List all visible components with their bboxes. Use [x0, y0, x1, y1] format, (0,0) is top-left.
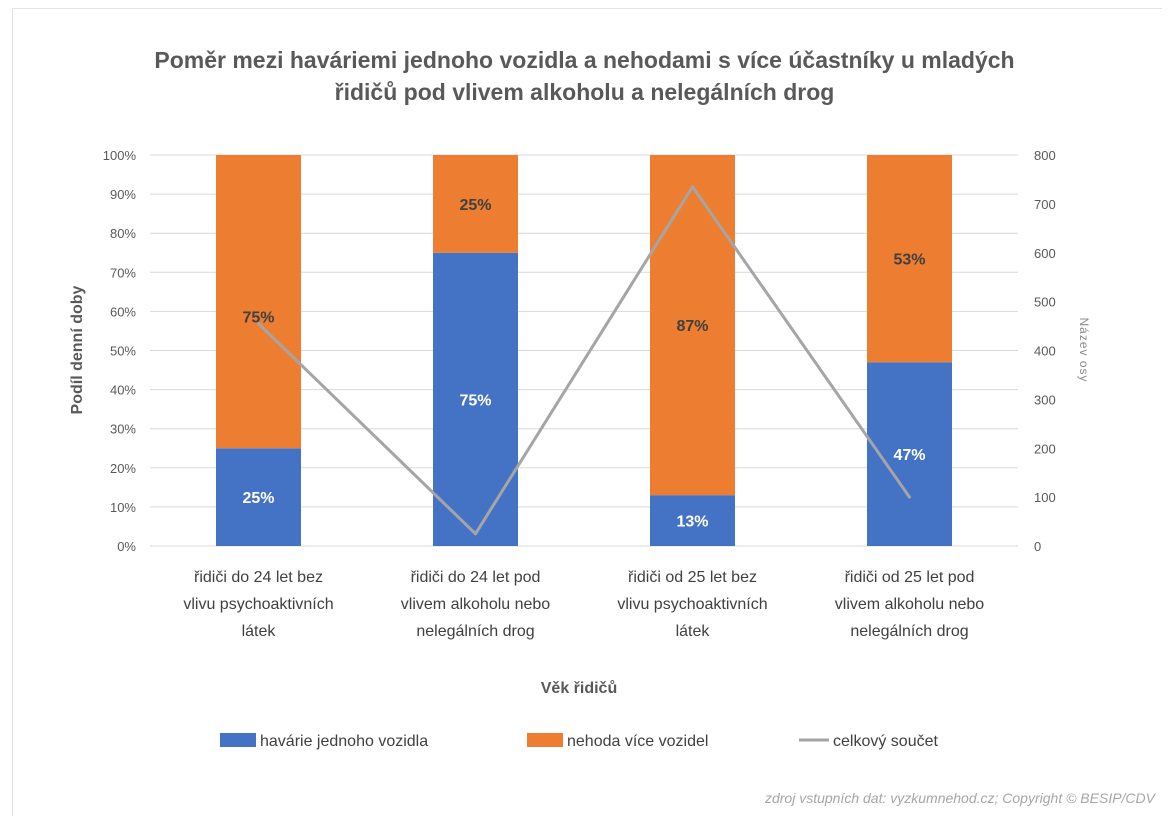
category-label: vlivu psychoaktivních	[617, 596, 767, 613]
y2-tick-label: 200	[1034, 441, 1056, 456]
y-tick-label: 20%	[110, 461, 136, 476]
y-tick-label: 40%	[110, 383, 136, 398]
bar-multi-vehicle	[650, 155, 735, 496]
category-label: řidiči od 25 let bez	[628, 569, 757, 586]
legend-label: nehoda více vozidel	[567, 733, 708, 750]
y-axis-title: Podíl denní doby	[69, 285, 86, 414]
y2-tick-label: 400	[1034, 344, 1056, 359]
data-label: 13%	[676, 514, 708, 531]
y-tick-label: 80%	[110, 226, 136, 241]
y2-tick-label: 300	[1034, 392, 1056, 407]
line-series-total	[257, 185, 911, 536]
y-tick-label: 10%	[110, 500, 136, 515]
y2-tick-label: 100	[1034, 490, 1056, 505]
chart-title-line-1: Poměr mezi haváriemi jednoho vozidla a n…	[154, 47, 1015, 73]
category-label: vlivem alkoholu nebo	[401, 596, 551, 613]
bar-multi-vehicle	[867, 155, 952, 363]
data-label: 87%	[676, 318, 708, 335]
data-label: 25%	[242, 490, 274, 507]
y2-axis-title: Název osy	[1077, 317, 1091, 382]
data-label: 75%	[459, 392, 491, 409]
x-axis-title: Věk řidičů	[541, 680, 617, 697]
chart-frame	[12, 8, 1162, 816]
legend-swatch	[220, 733, 256, 747]
data-label: 53%	[893, 252, 925, 269]
bar-multi-vehicle	[433, 155, 518, 253]
y-tick-label: 60%	[110, 304, 136, 319]
category-label: nelegálních drog	[850, 623, 968, 640]
legend-label: havárie jednoho vozidla	[260, 733, 428, 750]
bar-multi-vehicle	[216, 155, 301, 449]
category-label: řidiči do 24 let pod	[411, 569, 541, 586]
y-tick-label: 70%	[110, 265, 136, 280]
y2-tick-label: 800	[1034, 148, 1056, 163]
y-tick-label: 90%	[110, 187, 136, 202]
source-note: zdroj vstupních dat: vyzkumnehod.cz; Cop…	[764, 790, 1155, 806]
legend-swatch	[527, 733, 563, 747]
line-point	[908, 495, 911, 499]
y2-tick-label: 700	[1034, 197, 1056, 212]
data-label: 47%	[893, 447, 925, 464]
y2-tick-label: 0	[1034, 539, 1041, 554]
y-tick-label: 50%	[110, 344, 136, 359]
category-label: nelegálních drog	[416, 623, 534, 640]
category-label: vlivem alkoholu nebo	[835, 596, 985, 613]
chart-title-line-2: řidičů pod vlivem alkoholu a nelegálních…	[334, 79, 835, 105]
line-point	[474, 532, 477, 536]
bar-single-vehicle	[433, 252, 518, 546]
category-label: látek	[242, 623, 277, 640]
y2-tick-label: 500	[1034, 295, 1056, 310]
line-point	[691, 185, 694, 189]
bar-single-vehicle	[650, 495, 735, 546]
line-point	[257, 322, 260, 326]
bar-single-vehicle	[216, 448, 301, 546]
category-label: vlivu psychoaktivních	[183, 596, 333, 613]
y2-tick-label: 600	[1034, 246, 1056, 261]
category-label: řidiči od 25 let pod	[845, 569, 975, 586]
y-tick-label: 0%	[117, 539, 136, 554]
y-tick-label: 30%	[110, 422, 136, 437]
category-label: řidiči do 24 let bez	[194, 569, 323, 586]
category-label: látek	[676, 623, 711, 640]
legend-label: celkový součet	[833, 733, 938, 750]
y-tick-label: 100%	[103, 148, 137, 163]
data-label: 25%	[459, 197, 491, 214]
data-label: 75%	[242, 310, 274, 327]
